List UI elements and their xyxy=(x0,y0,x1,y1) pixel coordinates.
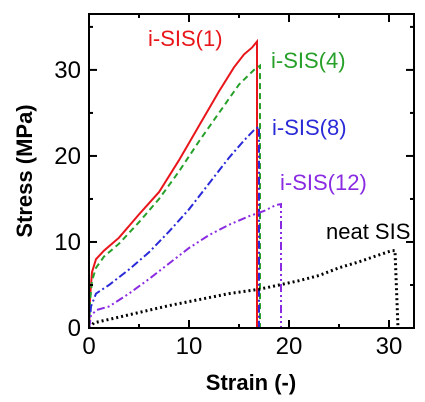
y-tick-label: 20 xyxy=(54,143,81,170)
x-tick-label: 30 xyxy=(376,333,403,360)
series-label-isis12: i-SIS(12) xyxy=(280,170,367,195)
y-tick-label: 30 xyxy=(54,57,81,84)
axis-layer: 0 10 20 30 0 10 20 30 xyxy=(54,14,414,360)
y-tick-label: 10 xyxy=(54,229,81,256)
series-line-i-sis-8 xyxy=(88,124,260,329)
series-label-isis8: i-SIS(8) xyxy=(272,115,347,140)
plot-frame xyxy=(88,13,415,329)
y-axis-title: Stress (MPa) xyxy=(12,104,37,237)
series-label-isis1: i-SIS(1) xyxy=(148,26,223,51)
x-tick-label: 20 xyxy=(276,333,303,360)
series-line-i-sis-4 xyxy=(88,63,261,329)
series-line-i-sis-1 xyxy=(88,38,258,329)
series-label-neat-sis: neat SIS xyxy=(326,219,410,244)
series-label-layer: i-SIS(1) i-SIS(4) i-SIS(8) i-SIS(12) nea… xyxy=(148,26,410,244)
series-line-i-sis-12 xyxy=(88,202,282,329)
x-axis-title: Strain (-) xyxy=(206,370,296,395)
series-line-neat-sis xyxy=(87,249,400,330)
series-label-isis4: i-SIS(4) xyxy=(271,48,346,73)
series-layer xyxy=(87,38,400,330)
x-tick-label: 10 xyxy=(176,333,203,360)
y-tick-label: 0 xyxy=(68,315,81,342)
x-tick-label: 0 xyxy=(82,333,95,360)
